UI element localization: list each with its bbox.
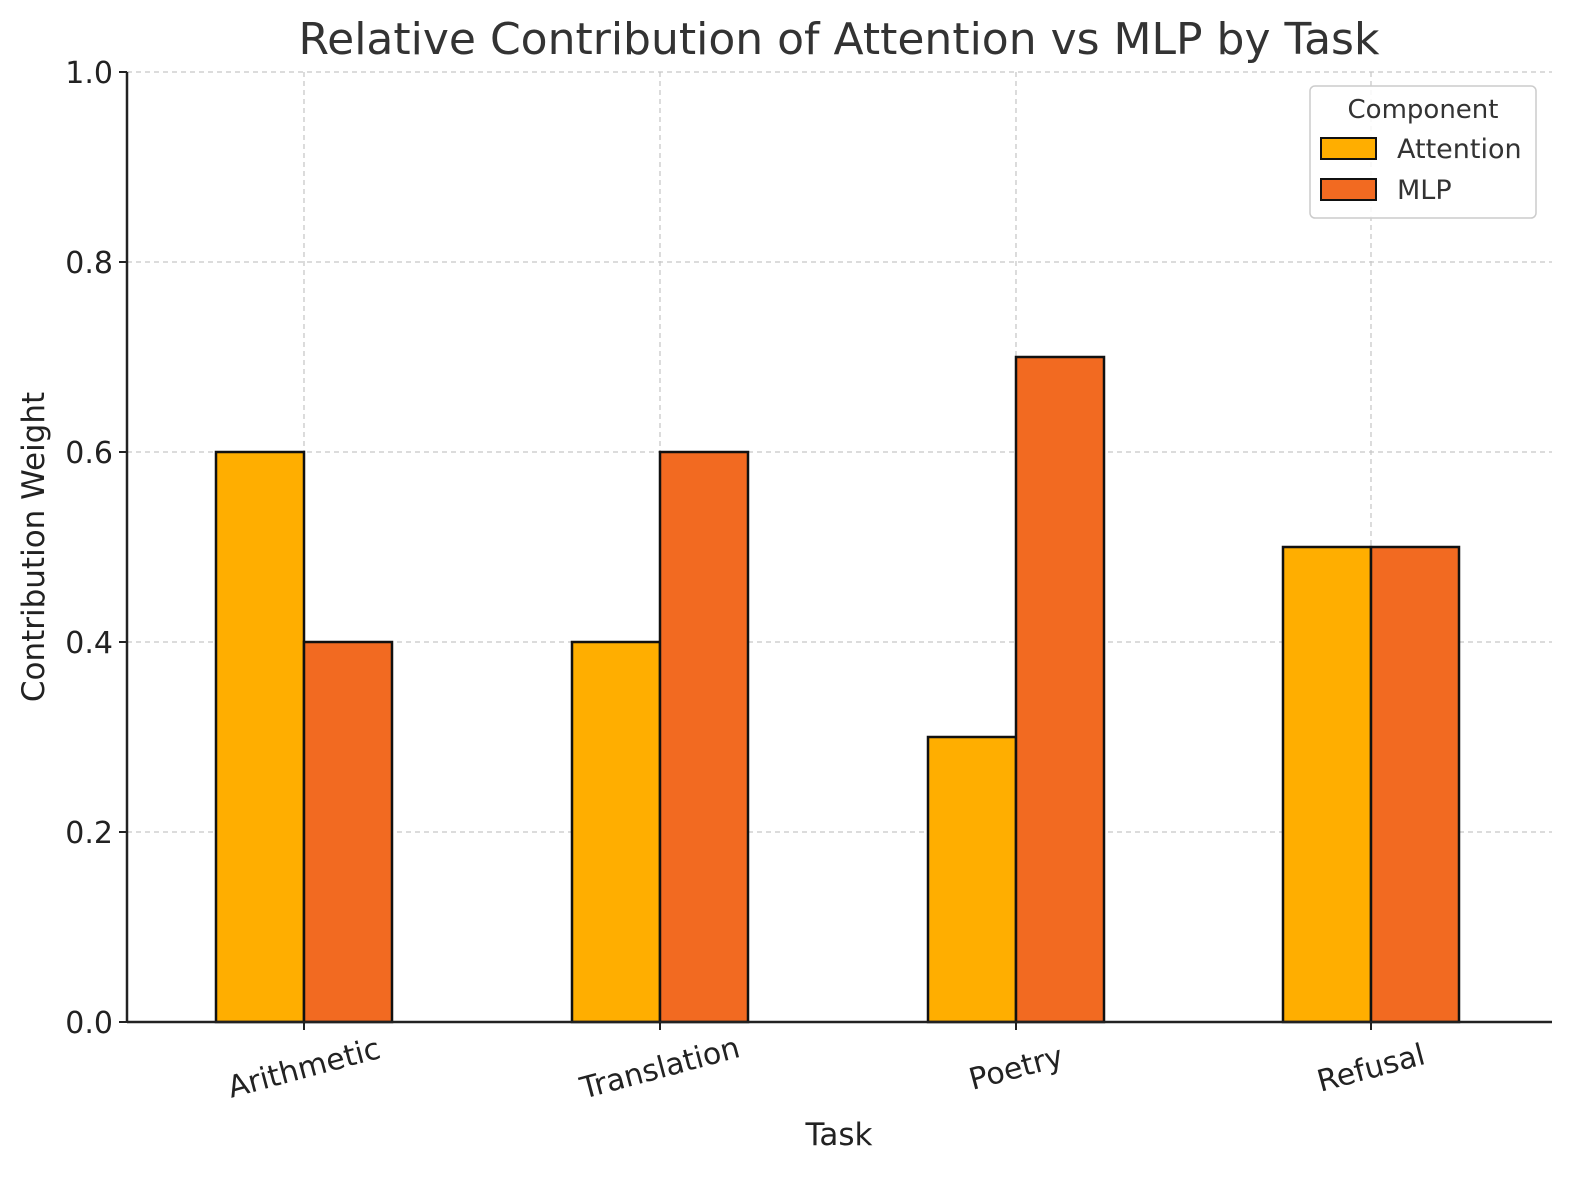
x-tick-label: Translation	[576, 1030, 744, 1106]
y-tick-label: 0.0	[65, 1006, 113, 1041]
y-tick-label: 0.8	[65, 246, 113, 281]
legend-swatch-attention	[1320, 137, 1377, 160]
y-tick-label: 0.2	[65, 816, 113, 851]
y-tick-labels: 0.0 0.2 0.4 0.6 0.8 1.0	[65, 56, 113, 1041]
bar-attention-poetry	[926, 735, 1018, 1024]
legend-title: Component	[1348, 95, 1499, 125]
x-tick-label: Refusal	[1314, 1037, 1429, 1099]
x-tick-labels: Arithmetic Translation Poetry Refusal	[224, 1030, 1429, 1106]
legend-items: Attention MLP	[1320, 134, 1522, 206]
chart-title: Relative Contribution of Attention vs ML…	[299, 14, 1380, 65]
axes	[125, 72, 1552, 1024]
bar-mlp-poetry	[1014, 355, 1106, 1024]
y-tick-label: 0.4	[65, 626, 113, 661]
bar-attention-refusal	[1281, 545, 1373, 1024]
y-tick-label: 1.0	[65, 56, 113, 91]
x-tick-label: Arithmetic	[224, 1031, 384, 1105]
bars	[214, 355, 1461, 1024]
bar-mlp-arithmetic	[302, 640, 394, 1024]
y-tick-label: 0.6	[65, 436, 113, 471]
legend-swatch-mlp	[1320, 178, 1377, 201]
bar-mlp-translation	[658, 450, 750, 1024]
bar-mlp-refusal	[1369, 545, 1461, 1024]
bar-attention-arithmetic	[214, 450, 306, 1024]
legend: Component Attention MLP	[1309, 85, 1537, 219]
y-axis-label: Contribution Weight	[16, 392, 52, 702]
legend-label-attention: Attention	[1397, 134, 1522, 165]
bar-attention-translation	[570, 640, 662, 1024]
x-tick-label: Poetry	[965, 1039, 1066, 1098]
legend-label-mlp: MLP	[1397, 175, 1452, 206]
x-axis-label: Task	[805, 1117, 873, 1153]
